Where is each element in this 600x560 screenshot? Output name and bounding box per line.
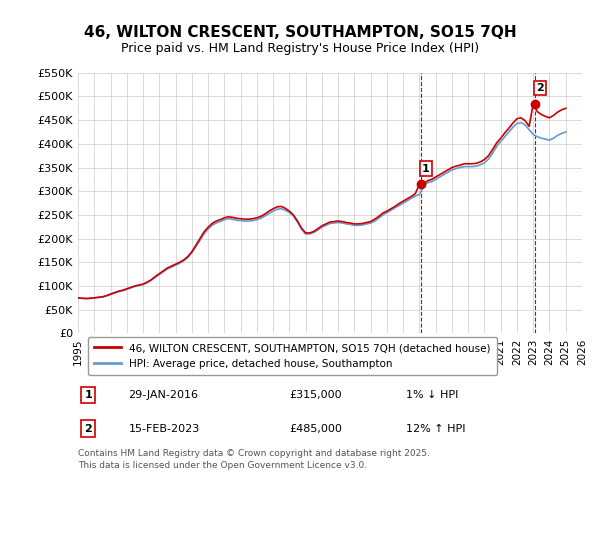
Text: 15-FEB-2023: 15-FEB-2023 xyxy=(128,424,200,434)
Text: Price paid vs. HM Land Registry's House Price Index (HPI): Price paid vs. HM Land Registry's House … xyxy=(121,42,479,55)
Text: £485,000: £485,000 xyxy=(290,424,343,434)
Text: 1: 1 xyxy=(84,390,92,400)
Text: 12% ↑ HPI: 12% ↑ HPI xyxy=(406,424,465,434)
Text: 1% ↓ HPI: 1% ↓ HPI xyxy=(406,390,458,400)
Text: £315,000: £315,000 xyxy=(290,390,343,400)
Text: 2: 2 xyxy=(536,83,544,93)
Text: 46, WILTON CRESCENT, SOUTHAMPTON, SO15 7QH: 46, WILTON CRESCENT, SOUTHAMPTON, SO15 7… xyxy=(83,25,517,40)
Text: 1: 1 xyxy=(422,164,430,174)
Legend: 46, WILTON CRESCENT, SOUTHAMPTON, SO15 7QH (detached house), HPI: Average price,: 46, WILTON CRESCENT, SOUTHAMPTON, SO15 7… xyxy=(88,337,497,375)
Text: 29-JAN-2016: 29-JAN-2016 xyxy=(128,390,199,400)
Text: Contains HM Land Registry data © Crown copyright and database right 2025.
This d: Contains HM Land Registry data © Crown c… xyxy=(78,449,430,470)
Text: 2: 2 xyxy=(84,424,92,434)
